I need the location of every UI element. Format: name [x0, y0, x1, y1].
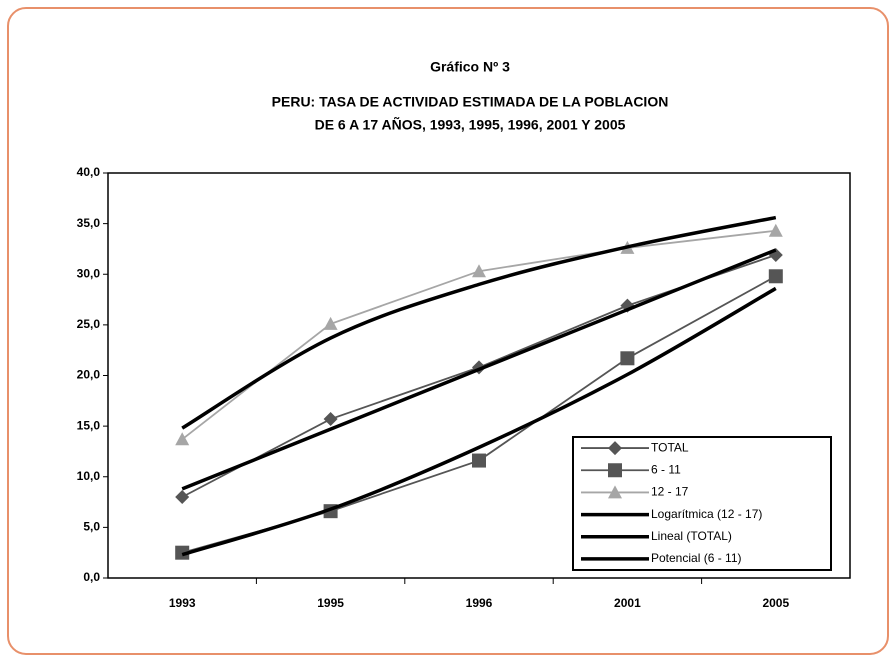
marker	[620, 351, 635, 366]
chart-subtitle: PERU: TASA DE ACTIVIDAD ESTIMADA DE LA P…	[272, 94, 669, 110]
chart-title: Gráfico Nº 3	[430, 59, 510, 75]
y-tick-label: 40,0	[77, 165, 101, 179]
marker	[608, 441, 622, 456]
marker	[768, 223, 783, 237]
marker	[608, 463, 622, 478]
x-tick-label: 2001	[614, 596, 641, 610]
trend-line	[181, 248, 777, 491]
legend-label: Potencial (6 - 11)	[651, 551, 742, 565]
marker	[472, 264, 486, 278]
marker	[175, 490, 190, 504]
marker	[175, 432, 190, 446]
legend-label: 12 - 17	[651, 485, 689, 499]
marker	[323, 412, 338, 427]
marker	[608, 485, 622, 499]
trend-line	[181, 215, 777, 430]
chart-subtitle: DE 6 A 17 AÑOS, 1993, 1995, 1996, 2001 Y…	[315, 116, 626, 133]
x-tick-label: 2005	[762, 596, 789, 610]
marker	[175, 545, 190, 560]
y-tick-label: 0,0	[83, 570, 100, 584]
marker	[768, 269, 783, 284]
y-tick-label: 15,0	[77, 418, 101, 432]
y-tick-label: 5,0	[83, 520, 100, 534]
y-tick-label: 25,0	[77, 317, 101, 331]
legend-label: 6 - 11	[651, 462, 681, 476]
x-tick-label: 1996	[466, 596, 493, 610]
y-tick-label: 10,0	[77, 469, 101, 483]
y-tick-label: 35,0	[77, 216, 101, 230]
x-tick-label: 1993	[169, 596, 196, 610]
trend-line	[181, 286, 777, 557]
y-tick-label: 30,0	[77, 266, 101, 280]
marker	[472, 453, 486, 468]
marker	[323, 316, 338, 330]
legend-label: TOTAL	[651, 440, 689, 454]
legend-label: Lineal (TOTAL)	[651, 529, 732, 543]
y-tick-label: 20,0	[77, 368, 101, 382]
x-tick-label: 1995	[317, 596, 344, 610]
legend-box	[572, 436, 832, 571]
legend-label: Logarítmica (12 - 17)	[651, 507, 762, 521]
